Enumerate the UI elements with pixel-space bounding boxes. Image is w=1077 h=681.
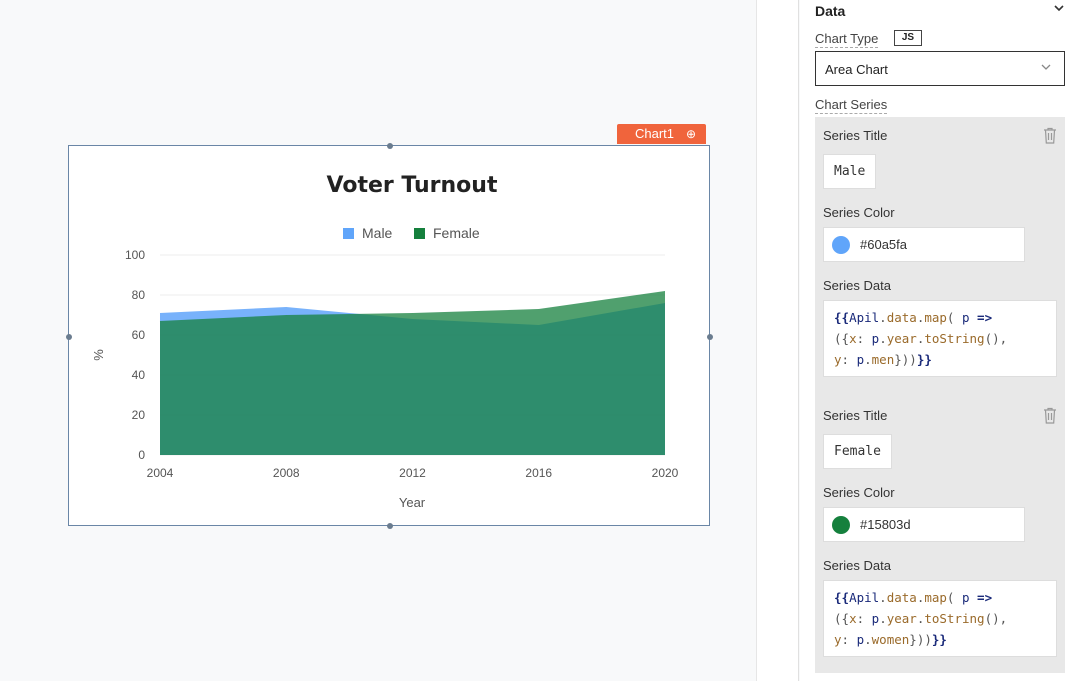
chart-legend: Male Female <box>343 225 480 241</box>
y-tick-label: 60 <box>132 328 146 342</box>
y-axis-label: % <box>91 349 106 361</box>
chart-title: Voter Turnout <box>327 173 498 198</box>
x-tick-label: 2020 <box>652 466 679 480</box>
area-series-female <box>160 291 665 455</box>
canvas[interactable]: Chart1 ⊕ Voter Turnout Male Female 0 20 40 6… <box>0 0 756 681</box>
widget-name-tag[interactable]: Chart1 ⊕ <box>617 124 706 144</box>
resize-handle-right[interactable] <box>707 334 713 340</box>
series-data-editor[interactable]: {{Apil.data.map( p => ({x: p.year.toStri… <box>823 300 1057 377</box>
data-section-header[interactable]: Data <box>815 3 1065 21</box>
x-tick-label: 2004 <box>147 466 174 480</box>
y-tick-label: 80 <box>132 288 146 302</box>
x-axis-label: Year <box>399 495 426 510</box>
resize-handle-left[interactable] <box>66 334 72 340</box>
chart-type-value: Area Chart <box>825 62 888 77</box>
y-tick-label: 0 <box>138 448 145 462</box>
chevron-down-icon[interactable] <box>1053 1 1065 17</box>
series-color-value: #60a5fa <box>860 237 907 252</box>
x-axis-ticks: 2004 2008 2012 2016 2020 <box>147 466 679 480</box>
series-title-input[interactable]: Female <box>823 434 892 469</box>
series-data-code: {{Apil.data.map( p => ({x: p.year.toStri… <box>834 590 1008 647</box>
legend-label: Male <box>362 225 393 241</box>
resize-handle-top[interactable] <box>387 143 393 149</box>
x-tick-label: 2016 <box>525 466 552 480</box>
x-tick-label: 2008 <box>273 466 300 480</box>
trash-icon[interactable] <box>1043 407 1057 424</box>
y-tick-label: 20 <box>132 408 146 422</box>
legend-label: Female <box>433 225 480 241</box>
series-data-editor[interactable]: {{Apil.data.map( p => ({x: p.year.toStri… <box>823 580 1057 657</box>
series-color-value: #15803d <box>860 517 911 532</box>
chart-type-select[interactable]: Area Chart <box>815 51 1065 86</box>
series-title-label: Series Title <box>823 408 888 423</box>
series-color-input[interactable]: #15803d <box>823 507 1025 542</box>
chart-series-label: Chart Series <box>815 97 888 114</box>
js-toggle-button[interactable]: JS <box>894 30 922 46</box>
widget-name-label: Chart1 <box>635 126 675 141</box>
chevron-down-icon <box>1040 52 1052 87</box>
resize-handle-bottom[interactable] <box>387 523 393 529</box>
chart-type-label: Chart Type <box>815 31 879 48</box>
trash-icon[interactable] <box>1043 127 1057 144</box>
series-card-female: Series Title Female Series Color #15803d… <box>815 397 1065 673</box>
gear-icon[interactable]: ⊕ <box>685 127 696 141</box>
section-title: Data <box>815 3 846 19</box>
legend-swatch <box>343 228 354 239</box>
series-title-input[interactable]: Male <box>823 154 877 189</box>
y-axis-ticks: 0 20 40 60 80 100 <box>125 248 145 462</box>
series-title-label: Series Title <box>823 128 888 143</box>
area-chart: Voter Turnout Male Female 0 20 40 60 80 100 20… <box>91 173 679 510</box>
color-swatch[interactable] <box>832 236 850 254</box>
color-swatch[interactable] <box>832 516 850 534</box>
x-tick-label: 2012 <box>399 466 426 480</box>
pane-gutter <box>756 0 799 681</box>
series-color-input[interactable]: #60a5fa <box>823 227 1025 262</box>
y-tick-label: 100 <box>125 248 145 262</box>
legend-swatch <box>414 228 425 239</box>
property-pane: Data Chart Type JS Area Chart Chart Seri… <box>800 0 1077 681</box>
y-tick-label: 40 <box>132 368 146 382</box>
series-data-code: {{Apil.data.map( p => ({x: p.year.toStri… <box>834 310 1008 367</box>
series-data-label: Series Data <box>823 558 891 573</box>
series-card-male: Series Title Male Series Color #60a5fa S… <box>815 117 1065 397</box>
chart-areas <box>159 290 666 455</box>
chart-widget[interactable]: Voter Turnout Male Female 0 20 40 60 80 100 20… <box>68 145 710 526</box>
series-data-label: Series Data <box>823 278 891 293</box>
series-color-label: Series Color <box>823 485 895 500</box>
series-color-label: Series Color <box>823 205 895 220</box>
